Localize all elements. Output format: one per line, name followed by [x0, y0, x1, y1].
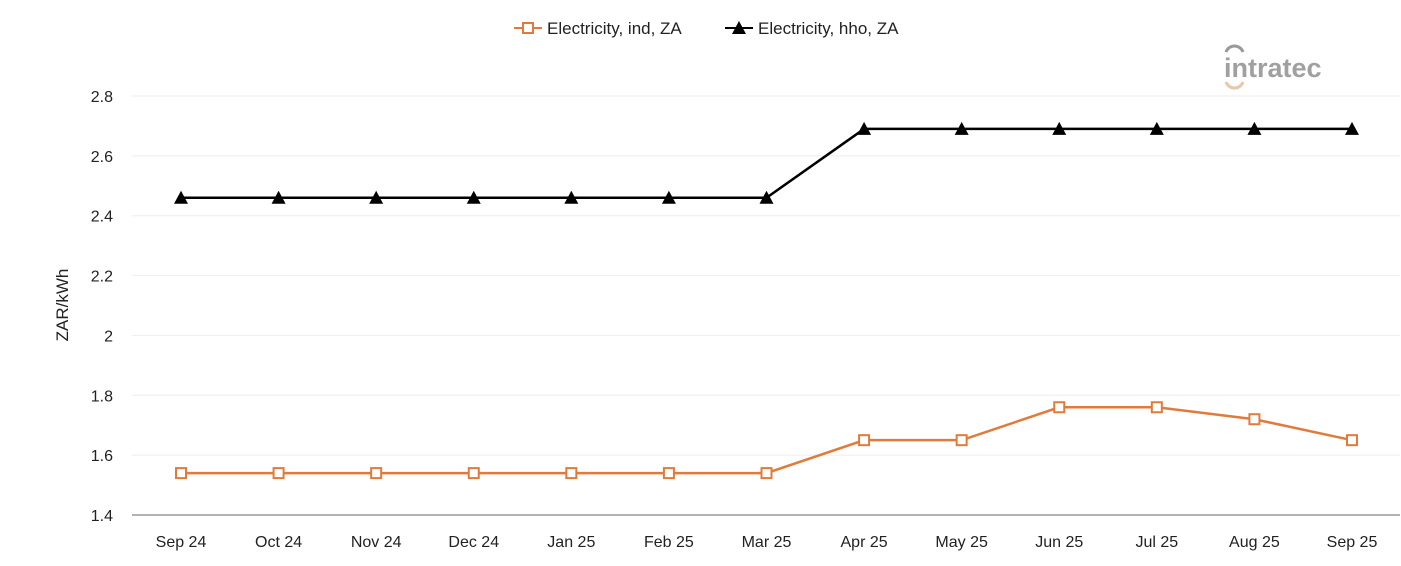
data-point	[271, 190, 286, 204]
y-tick-label: 2.2	[91, 269, 113, 286]
y-tick-label: 2.8	[91, 89, 113, 106]
data-point	[857, 121, 872, 135]
data-point	[1248, 413, 1261, 426]
data-point	[1149, 121, 1164, 135]
y-axis-ticks: 1.4 1.6 1.8 2 2.2 2.4 2.6 2.8	[91, 89, 113, 525]
legend-marker	[732, 21, 746, 34]
legend-label: Electricity, hho, ZA	[758, 19, 899, 38]
series-group	[174, 121, 1359, 480]
series-line	[181, 406, 1353, 475]
data-point	[369, 190, 384, 204]
x-tick-label: Nov 24	[351, 534, 402, 551]
x-tick-label: Dec 24	[448, 534, 499, 551]
data-point	[955, 434, 968, 447]
series-1	[175, 401, 1358, 480]
data-point	[661, 190, 676, 204]
x-tick-label: Feb 25	[644, 534, 694, 551]
y-tick-label: 1.4	[91, 508, 113, 525]
x-tick-label: Jun 25	[1035, 534, 1083, 551]
series-2	[174, 121, 1359, 204]
x-tick-label: Mar 25	[742, 534, 792, 551]
y-tick-label: 2.4	[91, 209, 113, 226]
y-tick-label: 2.6	[91, 149, 113, 166]
x-axis-ticks: Sep 24 Oct 24 Nov 24 Dec 24 Jan 25 Feb 25 Mar …	[156, 534, 1378, 551]
legend-label: Electricity, ind, ZA	[547, 19, 682, 38]
x-tick-label: Aug 25	[1229, 534, 1280, 551]
data-point	[272, 467, 285, 480]
data-point	[1345, 121, 1359, 135]
gridlines	[132, 95, 1400, 456]
data-point	[662, 467, 675, 480]
data-point	[565, 467, 578, 480]
logo-text: intratec	[1224, 53, 1322, 83]
data-point	[1053, 401, 1066, 414]
logo-arc-bottom	[1224, 81, 1245, 90]
data-point	[858, 434, 871, 447]
x-tick-label: Oct 24	[255, 534, 302, 551]
data-point	[954, 121, 969, 135]
x-tick-label: Sep 24	[156, 534, 207, 551]
data-point	[175, 467, 187, 480]
legend-marker	[522, 22, 534, 34]
data-point	[467, 467, 480, 480]
data-point	[564, 190, 579, 204]
data-point	[466, 190, 481, 204]
y-tick-label: 2	[104, 328, 113, 345]
data-point	[760, 467, 773, 480]
data-point	[370, 467, 383, 480]
legend: Electricity, ind, ZA Electricity, hho, ZA	[514, 19, 899, 38]
data-point	[1150, 401, 1163, 414]
y-tick-label: 1.6	[91, 448, 113, 465]
logo-arc-top	[1224, 44, 1245, 53]
x-tick-label: Sep 25	[1327, 534, 1378, 551]
x-tick-label: May 25	[935, 534, 988, 551]
legend-item: Electricity, hho, ZA	[725, 19, 899, 38]
x-tick-label: Jan 25	[547, 534, 595, 551]
data-point	[1247, 121, 1262, 135]
y-tick-label: 1.8	[91, 388, 113, 405]
x-tick-label: Jul 25	[1135, 534, 1178, 551]
data-point	[1052, 121, 1067, 135]
legend-item: Electricity, ind, ZA	[514, 19, 682, 38]
x-tick-label: Apr 25	[841, 534, 888, 551]
data-point	[759, 190, 774, 204]
data-point	[174, 190, 188, 204]
series-line	[181, 127, 1352, 200]
intratec-logo: intratec	[1224, 44, 1322, 90]
data-point	[1346, 434, 1358, 447]
y-axis-label: ZAR/kWh	[53, 269, 72, 342]
